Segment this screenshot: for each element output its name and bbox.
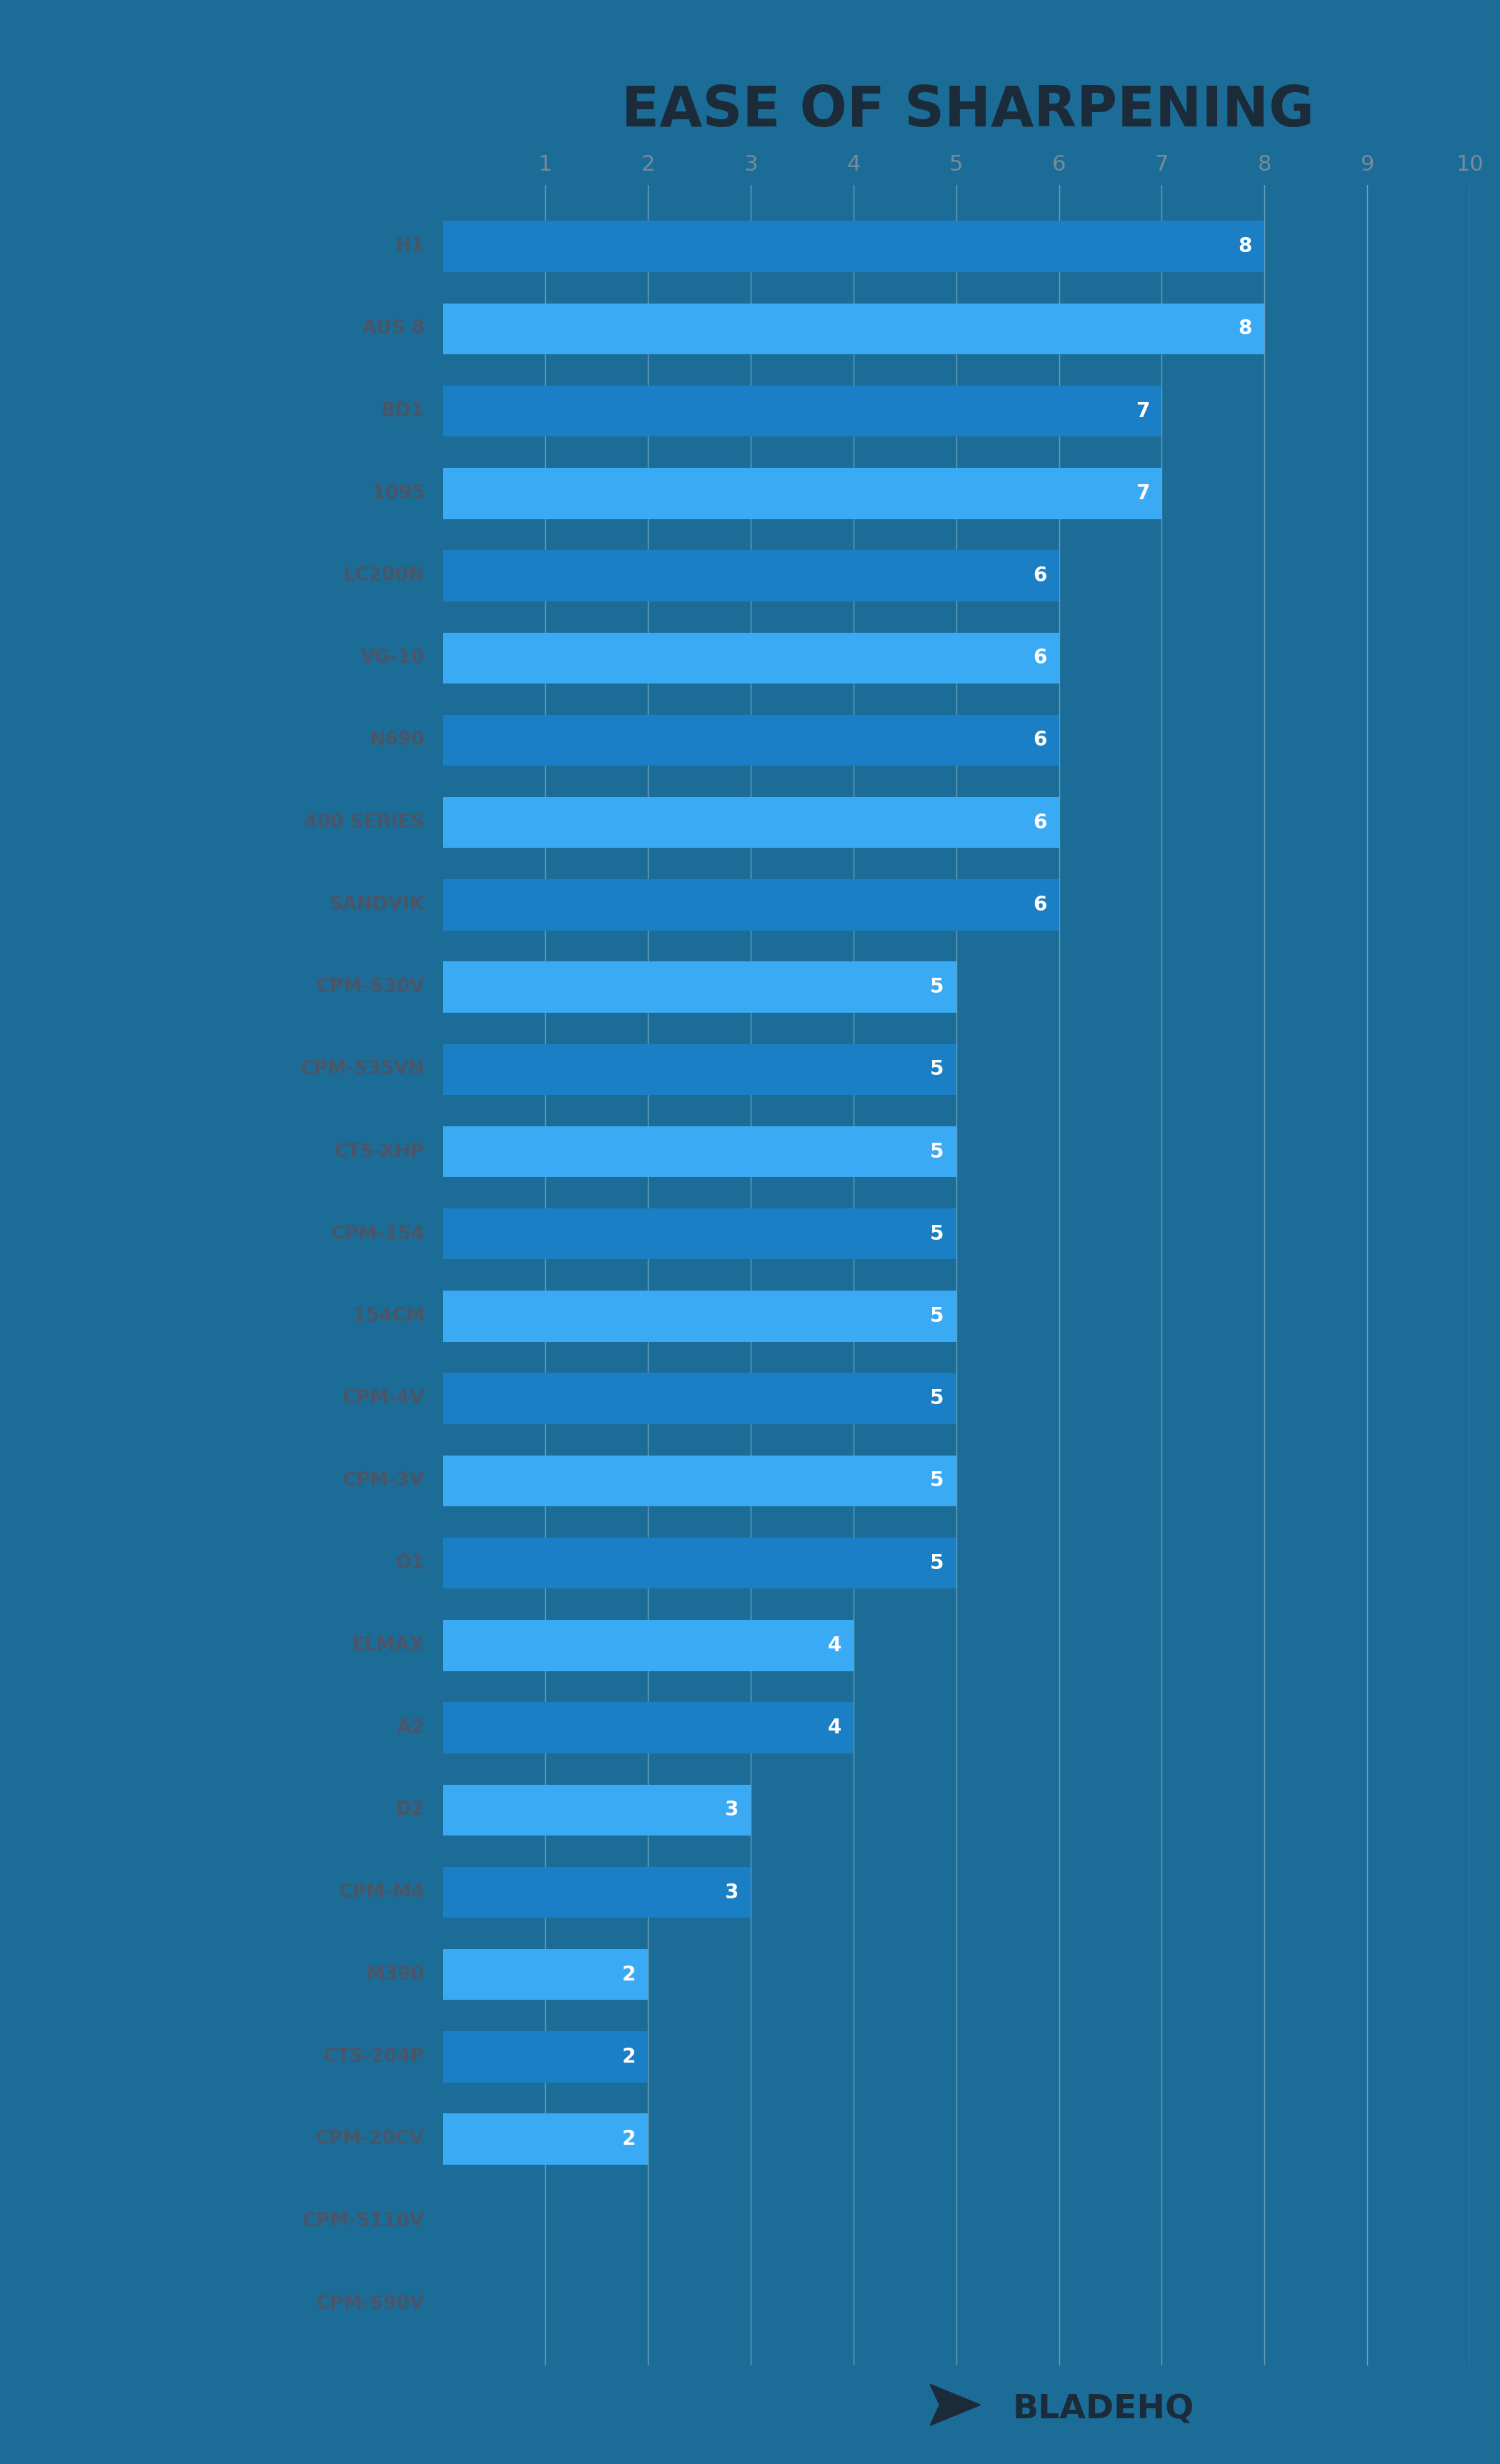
- Bar: [442, 633, 1059, 683]
- Text: 2: 2: [622, 2129, 636, 2149]
- Bar: [442, 715, 1059, 766]
- Text: LC200N: LC200N: [344, 567, 424, 584]
- Bar: [442, 303, 1265, 355]
- Bar: [442, 1619, 854, 1671]
- Bar: [442, 880, 1059, 931]
- Text: CPM-S30V: CPM-S30V: [316, 978, 424, 995]
- Text: 4: 4: [828, 1636, 842, 1656]
- Text: 5: 5: [930, 1390, 944, 1409]
- Text: 7: 7: [1136, 483, 1149, 503]
- Text: 6: 6: [1034, 567, 1047, 586]
- Polygon shape: [930, 2385, 981, 2425]
- Text: 5: 5: [930, 1141, 944, 1161]
- Text: CPM-S35VN: CPM-S35VN: [300, 1060, 424, 1079]
- Bar: [442, 1538, 957, 1589]
- Text: A2: A2: [398, 1717, 424, 1737]
- Text: M390: M390: [366, 1966, 424, 1984]
- Text: CPM-3V: CPM-3V: [342, 1471, 424, 1491]
- Text: 6: 6: [1034, 648, 1047, 668]
- Text: CPM-S90V: CPM-S90V: [316, 2294, 424, 2314]
- Text: 5: 5: [930, 1225, 944, 1244]
- Text: CPM-M4: CPM-M4: [339, 1882, 424, 1902]
- Bar: [442, 1372, 957, 1424]
- Bar: [442, 1291, 957, 1343]
- Text: 8: 8: [1239, 237, 1252, 256]
- Bar: [442, 222, 1265, 271]
- Text: ELMAX: ELMAX: [352, 1636, 424, 1656]
- Text: CPM-154: CPM-154: [332, 1225, 424, 1244]
- Text: VG-10: VG-10: [360, 648, 424, 668]
- Text: BLADEHQ: BLADEHQ: [1012, 2393, 1194, 2427]
- Bar: [442, 384, 1161, 436]
- Text: 5: 5: [930, 1306, 944, 1326]
- Text: 5: 5: [930, 1060, 944, 1079]
- Bar: [442, 468, 1161, 520]
- Text: 8: 8: [1239, 318, 1252, 340]
- Bar: [442, 961, 957, 1013]
- Text: 6: 6: [1034, 894, 1047, 914]
- Text: 154CM: 154CM: [352, 1306, 424, 1326]
- Text: N690: N690: [369, 732, 424, 749]
- Bar: [442, 1126, 957, 1178]
- Text: 5: 5: [930, 978, 944, 998]
- Bar: [442, 1868, 750, 1917]
- Text: 6: 6: [1034, 813, 1047, 833]
- Text: 3: 3: [724, 1801, 738, 1821]
- Text: CPM-4V: CPM-4V: [344, 1390, 424, 1407]
- Text: O1: O1: [395, 1555, 424, 1572]
- Bar: [442, 1703, 854, 1754]
- Text: 6: 6: [1034, 729, 1047, 749]
- Bar: [442, 1456, 957, 1506]
- Bar: [442, 2114, 648, 2166]
- Bar: [442, 2030, 648, 2082]
- Text: D2: D2: [396, 1801, 424, 1818]
- Bar: [442, 1045, 957, 1094]
- Text: AUS 8: AUS 8: [362, 320, 424, 338]
- Text: SANDVIK: SANDVIK: [328, 894, 424, 914]
- Text: 7: 7: [1136, 402, 1149, 421]
- Text: 5: 5: [930, 1552, 944, 1572]
- Text: CTS-204P: CTS-204P: [324, 2048, 424, 2067]
- Bar: [442, 1207, 957, 1259]
- Text: 400 SERIES: 400 SERIES: [304, 813, 424, 833]
- Text: CPM-20CV: CPM-20CV: [315, 2129, 424, 2149]
- Text: BD1: BD1: [381, 402, 424, 421]
- Text: 1095: 1095: [372, 483, 424, 503]
- Text: 2: 2: [622, 2048, 636, 2067]
- Text: EASE OF SHARPENING: EASE OF SHARPENING: [621, 84, 1314, 138]
- Text: CPM-S110V: CPM-S110V: [303, 2213, 424, 2230]
- Text: CTS-XHP: CTS-XHP: [334, 1143, 424, 1161]
- Text: 4: 4: [828, 1717, 842, 1737]
- Text: 3: 3: [724, 1882, 738, 1902]
- Bar: [442, 1949, 648, 2001]
- Text: 5: 5: [930, 1471, 944, 1491]
- Bar: [442, 1784, 750, 1836]
- Text: 2: 2: [622, 1964, 636, 1984]
- Text: H1: H1: [396, 237, 424, 256]
- Bar: [442, 549, 1059, 601]
- Bar: [442, 796, 1059, 848]
